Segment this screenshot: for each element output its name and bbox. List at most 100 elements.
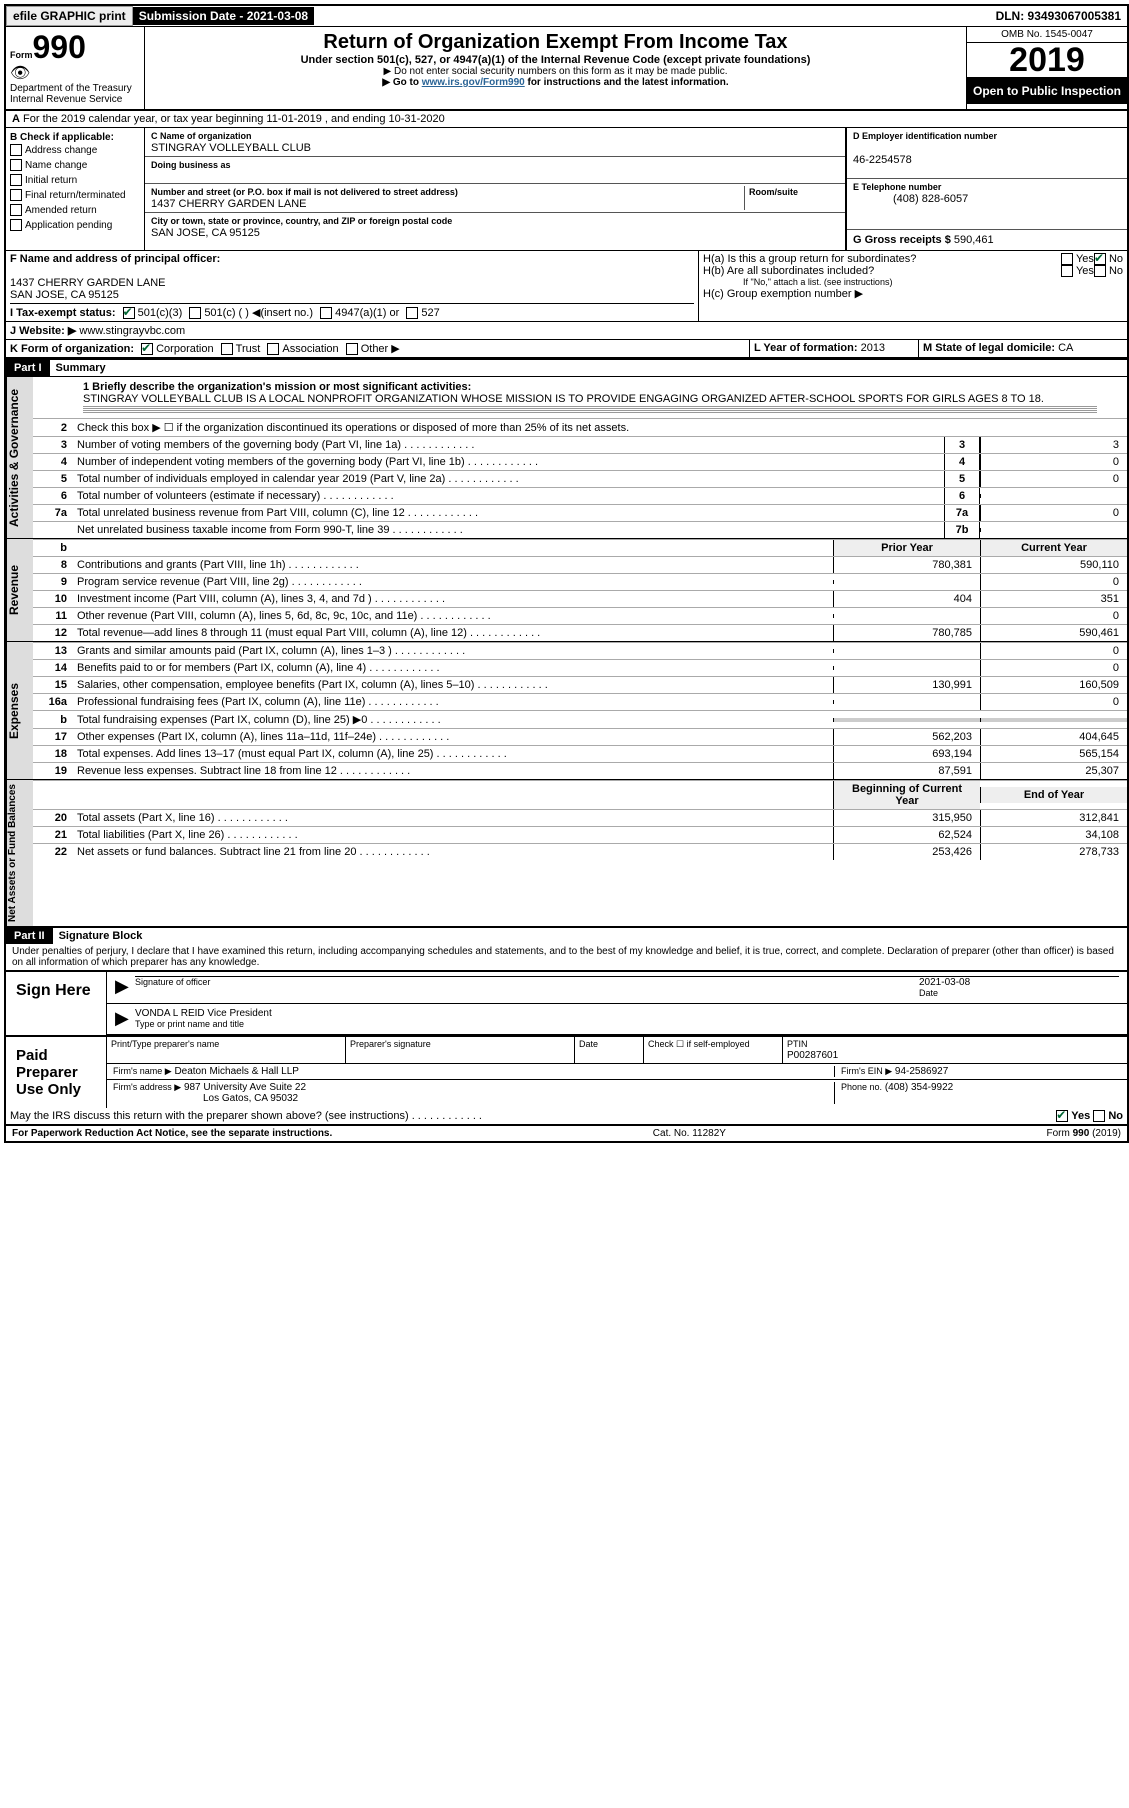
officer-name: VONDA L REID Vice President [135, 1008, 272, 1019]
submission-date: Submission Date - 2021-03-08 [133, 7, 314, 25]
line-20: 20 Total assets (Part X, line 16) 315,95… [33, 809, 1127, 826]
check-address-change[interactable] [10, 144, 22, 156]
firm-phone-label: Phone no. [841, 1082, 882, 1092]
check-assoc[interactable] [267, 343, 279, 355]
line-8: 8 Contributions and grants (Part VIII, l… [33, 556, 1127, 573]
gov-line-4: 4 Number of independent voting members o… [33, 453, 1127, 470]
section-a-text: For the 2019 calendar year, or tax year … [23, 113, 445, 125]
check-501c3[interactable] [123, 307, 135, 319]
check-other[interactable] [346, 343, 358, 355]
gross-value: 590,461 [954, 234, 994, 246]
form-990-page: efile GRAPHIC print Submission Date - 20… [4, 4, 1129, 1143]
firm-name: Deaton Michaels & Hall LLP [174, 1066, 299, 1077]
current-year-hdr: Current Year [980, 540, 1127, 556]
h-b-label: H(b) Are all subordinates included? [703, 265, 1061, 277]
firm-addr-label: Firm's address ▶ [113, 1082, 181, 1092]
gross-label: G Gross receipts $ [853, 234, 951, 246]
officer-name-label: Type or print name and title [135, 1019, 244, 1029]
note-ssn: ▶ Do not enter social security numbers o… [149, 66, 962, 77]
state-domicile: CA [1058, 342, 1073, 354]
org-name-label: C Name of organization [151, 131, 252, 141]
block-m-label: M State of legal domicile: [923, 342, 1055, 354]
check-4947[interactable] [320, 307, 332, 319]
tax-year: 2019 [967, 43, 1127, 78]
line-18: 18 Total expenses. Add lines 13–17 (must… [33, 745, 1127, 762]
dln: DLN: 93493067005381 [990, 7, 1127, 25]
sig-date-label: Date [919, 988, 938, 998]
check-corp[interactable] [141, 343, 153, 355]
line-17: 17 Other expenses (Part IX, column (A), … [33, 728, 1127, 745]
note-goto-pre: ▶ Go to [382, 77, 421, 88]
penalty-text: Under penalties of perjury, I declare th… [6, 944, 1127, 970]
check-501c[interactable] [189, 307, 201, 319]
part1-tag: Part I [6, 360, 50, 376]
officer-addr2: SAN JOSE, CA 95125 [10, 289, 694, 301]
room-label: Room/suite [749, 187, 798, 197]
form-subtitle: Under section 501(c), 527, or 4947(a)(1)… [149, 54, 962, 66]
line-15: 15 Salaries, other compensation, employe… [33, 676, 1127, 693]
discuss-no[interactable] [1093, 1110, 1105, 1122]
prep-self-hdr: Check ☐ if self-employed [648, 1039, 750, 1049]
line-12: 12 Total revenue—add lines 8 through 11 … [33, 624, 1127, 641]
vtab-expenses: Expenses [6, 642, 33, 779]
paid-preparer-label: Paid Preparer Use Only [6, 1037, 107, 1108]
dba-label: Doing business as [151, 160, 231, 170]
ha-no[interactable] [1094, 253, 1106, 265]
header-mid: Return of Organization Exempt From Incom… [145, 27, 966, 109]
firm-addr2: Los Gatos, CA 95032 [113, 1093, 298, 1104]
tax-exempt-label: I Tax-exempt status: [10, 307, 116, 319]
block-b-title: B Check if applicable: [10, 132, 140, 143]
line-10: 10 Investment income (Part VIII, column … [33, 590, 1127, 607]
line-21: 21 Total liabilities (Part X, line 26) 6… [33, 826, 1127, 843]
hb-yes[interactable] [1061, 265, 1073, 277]
prep-date-hdr: Date [579, 1039, 598, 1049]
hb-no[interactable] [1094, 265, 1106, 277]
check-527[interactable] [406, 307, 418, 319]
firm-ein: 94-2586927 [895, 1066, 948, 1077]
revenue-section: Revenue bPrior YearCurrent Year 8 Contri… [6, 538, 1127, 641]
sig-date: 2021-03-08 [919, 977, 970, 988]
officer-addr1: 1437 CHERRY GARDEN LANE [10, 277, 694, 289]
part2-tag: Part II [6, 928, 53, 944]
phone-label: E Telephone number [853, 182, 941, 192]
efile-button[interactable]: efile GRAPHIC print [6, 6, 133, 26]
expenses-section: Expenses 13 Grants and similar amounts p… [6, 641, 1127, 779]
beg-year-hdr: Beginning of Current Year [833, 781, 980, 809]
discuss-yes[interactable] [1056, 1110, 1068, 1122]
gov-line-6: 6 Total number of volunteers (estimate i… [33, 487, 1127, 504]
part-1-header: Part I Summary [6, 358, 1127, 376]
note-goto-post: for instructions and the latest informat… [525, 77, 729, 88]
identity-block: B Check if applicable: Address change Na… [6, 128, 1127, 251]
ha-yes[interactable] [1061, 253, 1073, 265]
mission-text: STINGRAY VOLLEYBALL CLUB IS A LOCAL NONP… [83, 393, 1097, 405]
form-number: 990 [33, 29, 86, 65]
firm-addr1: 987 University Ave Suite 22 [184, 1082, 306, 1093]
topbar: efile GRAPHIC print Submission Date - 20… [6, 6, 1127, 27]
website-row: J Website: ▶ www.stingrayvbc.com [6, 322, 1127, 340]
city-label: City or town, state or province, country… [151, 216, 452, 226]
block-c: C Name of organizationSTINGRAY VOLLEYBAL… [145, 128, 846, 250]
check-amended[interactable] [10, 204, 22, 216]
end-year-hdr: End of Year [980, 787, 1127, 803]
sign-here-label: Sign Here [6, 972, 107, 1035]
prior-year-hdr: Prior Year [833, 540, 980, 556]
phone-value: (408) 828-6057 [853, 193, 968, 205]
addr-label: Number and street (or P.O. box if mail i… [151, 187, 458, 197]
line-9: 9 Program service revenue (Part VIII, li… [33, 573, 1127, 590]
vtab-netassets: Net Assets or Fund Balances [6, 780, 33, 926]
line2-text: Check this box ▶ ☐ if the organization d… [73, 419, 1127, 436]
check-initial-return[interactable] [10, 174, 22, 186]
check-final-return[interactable] [10, 189, 22, 201]
org-city: SAN JOSE, CA 95125 [151, 227, 260, 239]
website-value: www.stingrayvbc.com [79, 325, 185, 337]
gov-line-5: 5 Total number of individuals employed i… [33, 470, 1127, 487]
form-prefix: Form [10, 50, 33, 60]
check-name-change[interactable] [10, 159, 22, 171]
check-trust[interactable] [221, 343, 233, 355]
check-app-pending[interactable] [10, 219, 22, 231]
form990-link[interactable]: www.irs.gov/Form990 [422, 77, 525, 88]
h-b-note: If "No," attach a list. (see instruction… [703, 277, 1123, 287]
ein-value: 46-2254578 [853, 154, 912, 166]
page-footer: For Paperwork Reduction Act Notice, see … [6, 1125, 1127, 1141]
line-11: 11 Other revenue (Part VIII, column (A),… [33, 607, 1127, 624]
